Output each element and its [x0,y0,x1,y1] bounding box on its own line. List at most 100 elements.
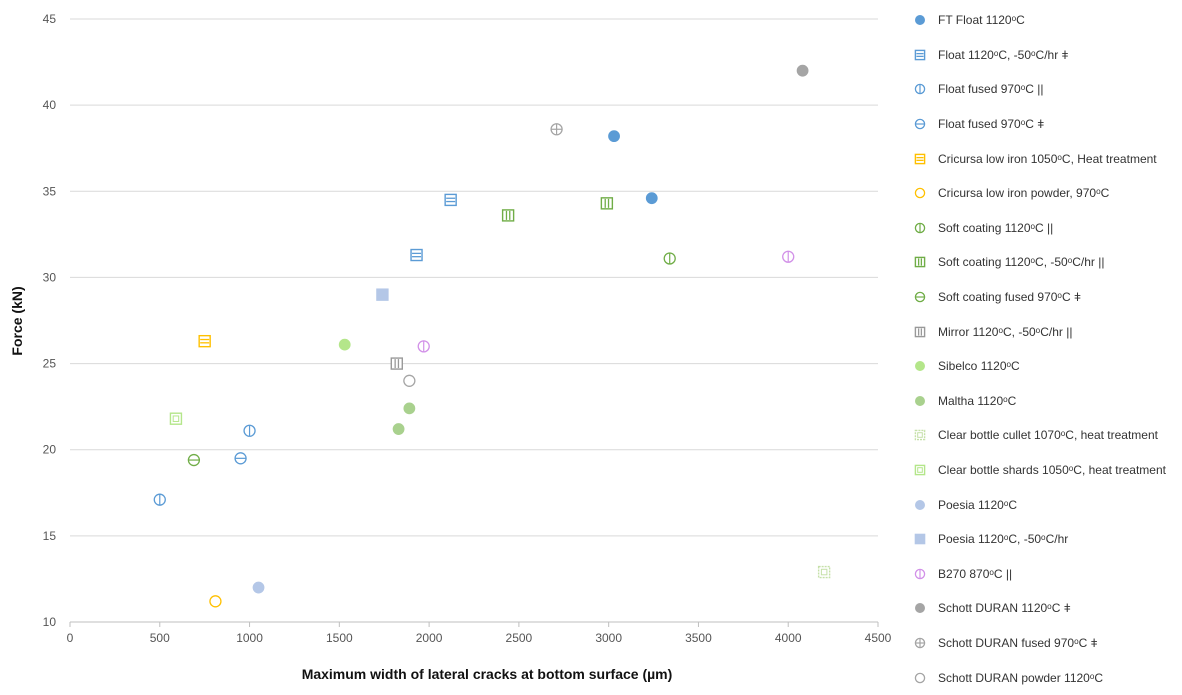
scatter-chart: 10 15 20 25 30 35 40 45 0 500 1000 1500 2000 2500 3000… [9,12,892,682]
scatter-point [376,288,389,301]
x-tick-label: 3500 [685,631,712,645]
legend-marker-icon [914,49,926,61]
scatter-point [243,424,256,437]
legend-item: Schott DURAN fused 970ᵒC ǂ [914,626,1182,661]
scatter-point [817,565,831,579]
legend-label: Poesia 1120ᵒC [938,497,1018,512]
legend-label: Schott DURAN 1120ᵒC ǂ [938,601,1071,616]
scatter-point [645,192,658,205]
legend-label: Sibelco 1120ᵒC [938,359,1020,374]
y-tick-label: 30 [43,270,57,284]
legend-item: Sibelco 1120ᵒC [914,349,1182,384]
legend-label: FT Float 1120ᵒC [938,13,1025,28]
legend-label: Clear bottle cullet 1070ᵒC, heat treatme… [938,428,1158,443]
y-tick-label: 10 [43,615,57,629]
scatter-point [169,412,183,425]
legend-item: Soft coating fused 970ᵒC ǂ [914,280,1182,315]
scatter-point [550,123,563,136]
legend-label: Clear bottle shards 1050ᵒC, heat treatme… [938,463,1166,478]
x-tick-label: 0 [67,631,74,645]
legend-item: Float 1120ᵒC, -50ᵒC/hr ǂ [914,38,1182,73]
scatter-point [390,357,403,370]
legend-item: Soft coating 1120ᵒC, -50ᵒC/hr || [914,245,1182,280]
legend-item: Poesia 1120ᵒC [914,487,1182,522]
legend-marker-icon [914,291,926,303]
x-tick-label: 2000 [416,631,443,645]
scatter-point [782,250,795,263]
legend: FT Float 1120ᵒC Float 1120ᵒC, -50ᵒC/hr ǂ F… [914,3,1182,695]
legend-label: Mirror 1120ᵒC, -50ᵒC/hr || [938,324,1073,339]
points-layer [153,64,831,608]
y-tick-label: 25 [43,357,57,371]
legend-item: Clear bottle cullet 1070ᵒC, heat treatme… [914,418,1182,453]
legend-label: Schott DURAN fused 970ᵒC ǂ [938,635,1098,650]
legend-marker-icon [914,326,926,337]
legend-item: Poesia 1120ᵒC, -50ᵒC/hr [914,522,1182,557]
legend-marker-icon [915,395,925,406]
legend-item: FT Float 1120ᵒC [914,3,1182,38]
y-axis-title: Force (kN) [9,286,25,355]
legend-label: Cricursa low iron powder, 970ᵒC [938,186,1110,201]
legend-label: Schott DURAN powder 1120ᵒC [938,670,1104,685]
y-tick-label: 20 [43,443,57,457]
legend-marker-icon [915,361,925,372]
scatter-point [209,595,222,608]
scatter-point [153,493,166,506]
legend-label: Float 1120ᵒC, -50ᵒC/hr ǂ [938,47,1069,62]
legend-marker-icon [914,222,926,234]
scatter-point [392,423,405,435]
y-tick-label: 35 [43,184,57,198]
legend-item: Schott DURAN powder 1120ᵒC [914,660,1182,695]
legend-item: Maltha 1120ᵒC [914,384,1182,419]
legend-item: Cricursa low iron powder, 970ᵒC [914,176,1182,211]
legend-marker-icon [914,464,926,476]
y-tick-label: 15 [43,529,57,543]
legend-item: Cricursa low iron 1050ᵒC, Heat treatment [914,141,1182,176]
legend-item: Float fused 970ᵒC ǂ [914,107,1182,142]
legend-marker-icon [914,430,926,441]
scatter-point [252,581,265,594]
legend-label: Soft coating fused 970ᵒC ǂ [938,290,1081,305]
legend-label: Poesia 1120ᵒC, -50ᵒC/hr [938,532,1069,547]
legend-marker-icon [914,118,926,130]
legend-label: Soft coating 1120ᵒC || [938,220,1054,235]
legend-label: B270 870ᵒC || [938,566,1013,581]
legend-item: Mirror 1120ᵒC, -50ᵒC/hr || [914,314,1182,349]
x-tick-label: 3000 [595,631,622,645]
x-tick-label: 500 [150,631,170,645]
x-tick-label: 4500 [865,631,892,645]
scatter-point [417,340,430,353]
axis-layer: 10 15 20 25 30 35 40 45 0 500 1000 1500 2000 2500 3000… [43,12,892,645]
grid-layer [70,18,878,623]
legend-label: Float fused 970ᵒC ǂ [938,117,1045,132]
scatter-point [403,374,416,387]
legend-item: Float fused 970ᵒC || [914,72,1182,107]
legend-marker-icon [914,153,926,164]
scatter-point [501,209,515,222]
legend-item: Soft coating 1120ᵒC || [914,211,1182,246]
x-tick-label: 4000 [775,631,802,645]
legend-label: Soft coating 1120ᵒC, -50ᵒC/hr || [938,255,1105,270]
scatter-point [608,130,620,143]
scatter-point [187,453,201,467]
legend-marker-icon [914,188,926,199]
legend-marker-icon [915,603,925,614]
scatter-point [410,248,423,262]
scatter-point [403,402,416,415]
legend-label: Cricursa low iron 1050ᵒC, Heat treatment [938,151,1157,166]
scatter-point [600,197,614,210]
legend-item: Clear bottle shards 1050ᵒC, heat treatme… [914,453,1182,488]
legend-label: Float fused 970ᵒC || [938,82,1044,97]
legend-marker-icon [914,533,926,545]
legend-item: B270 870ᵒC || [914,557,1182,592]
x-tick-label: 1500 [326,631,353,645]
scatter-point [198,334,211,348]
scatter-point [796,64,809,77]
legend-marker-icon [915,15,925,26]
x-tick-label: 2500 [506,631,533,645]
scatter-point [234,452,247,465]
scatter-point [444,193,457,207]
y-tick-label: 45 [43,12,57,26]
legend-label: Maltha 1120ᵒC [938,393,1017,408]
legend-item: Schott DURAN 1120ᵒC ǂ [914,591,1182,626]
